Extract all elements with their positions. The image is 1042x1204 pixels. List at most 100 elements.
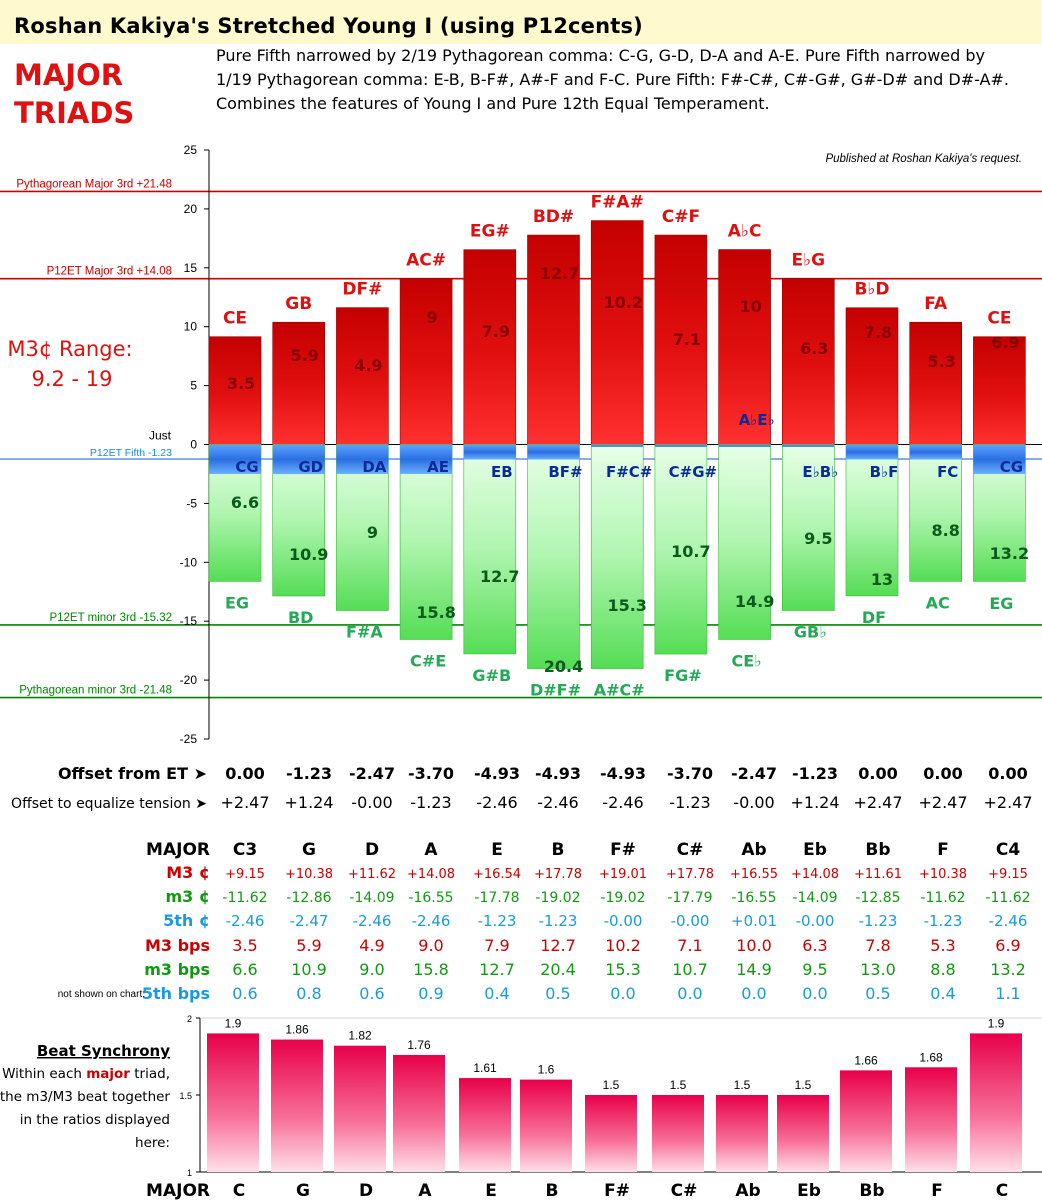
- sync-bar-value: 1.5: [795, 1078, 812, 1092]
- table-cell: 10.7: [672, 960, 708, 979]
- offset-value: -1.23: [669, 793, 710, 812]
- sync-bar-value: 1.5: [734, 1078, 751, 1092]
- minor-third-bps-label: 10.7: [671, 542, 710, 561]
- table-cell: +9.15: [988, 867, 1028, 882]
- offset-value: -2.46: [476, 793, 517, 812]
- table-cell: +11.61: [854, 867, 902, 882]
- minor-third-bar: [909, 444, 963, 582]
- minor-third-bps-label: 6.6: [231, 493, 259, 512]
- minor-third-bps-label: 13: [871, 570, 893, 589]
- table-cell: -11.62: [985, 890, 1030, 906]
- table-cell: -12.86: [286, 890, 331, 906]
- minor-third-bps-label: 14.9: [735, 592, 774, 611]
- minor-interval-label: EG: [989, 594, 1013, 613]
- fifth-interval-label: DA: [362, 458, 386, 476]
- fifth-bar: [209, 445, 261, 474]
- sync-bar-value: 1.66: [854, 1053, 878, 1067]
- table-cell: -17.78: [474, 890, 519, 906]
- table-column-header: A: [424, 840, 438, 860]
- table-column-header: G: [302, 840, 316, 860]
- table-cell: -12.85: [855, 890, 900, 906]
- major-interval-label: GB: [285, 294, 312, 314]
- published-note: Published at Roshan Kakiya's request.: [825, 153, 1022, 165]
- chart-label-major: MAJOR: [14, 58, 124, 92]
- table-cell: -1.23: [539, 912, 578, 930]
- offset-value: +2.47: [918, 793, 967, 812]
- table-column-header: C#: [677, 840, 704, 860]
- table-cell: 0.6: [232, 984, 257, 1003]
- sync-bar-value: 1.86: [285, 1023, 309, 1037]
- zero-label: Just: [149, 429, 172, 443]
- table-cell: -1.23: [859, 912, 898, 930]
- y-tick-label: 0: [190, 438, 197, 452]
- sync-bar: [393, 1054, 445, 1172]
- table-cell: +14.08: [407, 867, 455, 882]
- sync-bar: [716, 1095, 768, 1172]
- sync-bar: [520, 1079, 572, 1172]
- beat-synchrony-chart: 2 1.5 1 1.9 1.86 1.82 1.76 1.61 1.6 1.5 1.5 1.5 1.5 1…: [146, 1014, 1042, 1201]
- table-column-header: C3: [233, 840, 257, 860]
- reference-line-label: P12ET minor 3rd -15.32: [49, 612, 172, 624]
- offset-value: -1.23: [286, 764, 332, 783]
- sync-bar-value: 1.61: [473, 1061, 497, 1075]
- table-cell: 0.5: [545, 984, 570, 1003]
- fifth-bar: [909, 445, 962, 460]
- sync-bar-value: 1.6: [538, 1063, 555, 1077]
- table-cell: 9.5: [802, 960, 827, 979]
- table-row-label: M3 bps: [145, 936, 210, 955]
- range-label-line2: 9.2 - 19: [31, 367, 112, 391]
- fifth-bar: [718, 445, 771, 447]
- range-label-line1: M3¢ Range:: [7, 337, 132, 361]
- major-third-bar: [336, 307, 389, 445]
- minor-interval-label: DF: [862, 608, 886, 627]
- sync-bar: [652, 1095, 704, 1172]
- fifth-interval-label: FC: [937, 463, 958, 481]
- reference-line-label: P12ET Major 3rd +14.08: [47, 266, 172, 278]
- table-cell: 0.5: [865, 984, 890, 1003]
- table-column-header: F: [937, 840, 949, 860]
- table-cell: -1.23: [924, 912, 963, 930]
- offset-value: -2.46: [537, 793, 578, 812]
- table-column-header: B: [552, 840, 565, 860]
- table-column-header: Eb: [803, 840, 827, 860]
- y-tick-label: -10: [180, 555, 198, 569]
- table-cell: 6.3: [802, 936, 827, 955]
- major-third-bps-label: 6.3: [800, 339, 828, 358]
- y-tick-label: 25: [184, 143, 198, 157]
- sync-bar-value: 1.5: [670, 1078, 687, 1092]
- table-row-label: M3 ¢: [166, 863, 210, 882]
- table-cell: -2.46: [353, 912, 392, 930]
- offset-value: -4.93: [600, 764, 646, 783]
- sync-bar: [334, 1045, 386, 1172]
- minor-interval-label: C#E: [410, 651, 446, 670]
- table-cell: 1.1: [995, 984, 1020, 1003]
- table-cell: 7.1: [677, 936, 702, 955]
- table-cell: 6.6: [232, 960, 257, 979]
- offset-rows: Offset from ET ➤ 0.00 -1.23 -2.47 -3.70 -4.93…: [11, 764, 1032, 812]
- table-cell: 0.0: [610, 984, 635, 1003]
- table-cell: +10.38: [919, 867, 967, 882]
- sync-bar-value: 1.76: [407, 1038, 431, 1052]
- table-cell: 12.7: [479, 960, 515, 979]
- major-interval-label: AC#: [406, 251, 446, 271]
- table-cell: 4.9: [359, 936, 384, 955]
- offset-value: -2.46: [602, 793, 643, 812]
- fifth-bar: [591, 445, 644, 447]
- major-interval-label: F#A#: [591, 193, 644, 213]
- major-third-bps-label: 9: [427, 308, 438, 327]
- fifth-interval-label: CG: [235, 458, 258, 476]
- chart-label-triads: TRIADS: [14, 96, 135, 130]
- minor-interval-label: F#A: [346, 622, 383, 641]
- table-cell: 0.9: [418, 984, 443, 1003]
- y-tick-label: 10: [184, 320, 198, 334]
- sync-bar-value: 1.9: [988, 1016, 1005, 1030]
- table-cell: 13.0: [860, 960, 896, 979]
- major-third-bps-label: 12.7: [540, 264, 579, 283]
- table-cell: 5.3: [930, 936, 955, 955]
- table-cell: -11.62: [920, 890, 965, 906]
- fifth-interval-label: EB: [491, 463, 513, 481]
- minor-third-bar: [654, 444, 708, 655]
- minor-interval-label: G#B: [472, 666, 511, 685]
- fifth-bar: [463, 445, 516, 460]
